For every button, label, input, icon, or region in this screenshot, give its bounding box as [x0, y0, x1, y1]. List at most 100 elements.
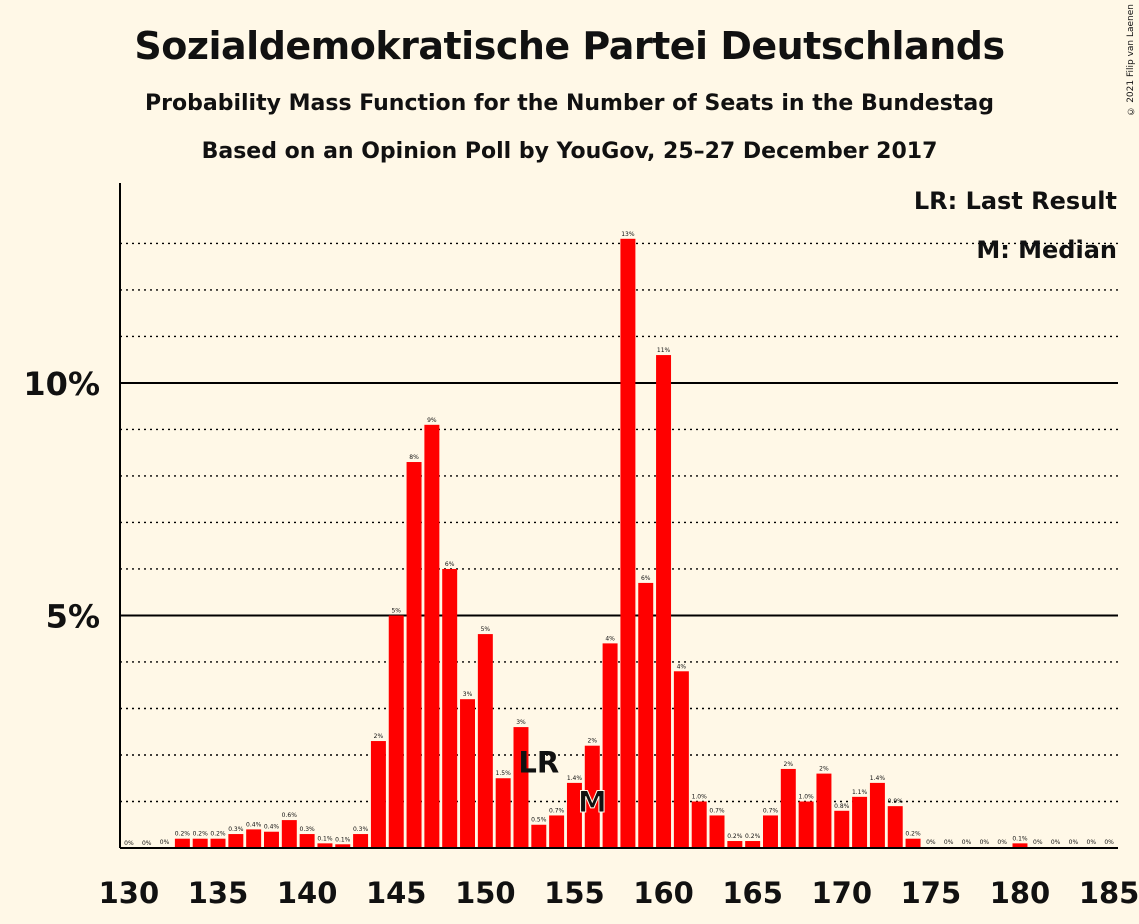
bar	[210, 838, 226, 848]
bar-value-label: 0.6%	[282, 812, 298, 819]
bar	[549, 815, 565, 848]
median-marker: M	[578, 785, 607, 819]
bar	[317, 843, 333, 848]
bar	[477, 634, 493, 848]
bar-value-label: 11%	[657, 347, 671, 354]
bar-value-label: 0.1%	[317, 835, 333, 842]
chart-source-subtitle: Based on an Opinion Poll by YouGov, 25–2…	[201, 139, 938, 164]
last-result-marker: LR	[518, 746, 559, 780]
x-tick-label: 165	[722, 876, 783, 910]
bar	[566, 782, 582, 848]
bar	[602, 643, 618, 848]
bar-value-label: 0.2%	[175, 831, 191, 838]
bar	[584, 745, 600, 848]
x-tick-label: 160	[633, 876, 694, 910]
x-tick-label: 145	[366, 876, 427, 910]
bar-value-label: 0.5%	[531, 817, 547, 824]
bar-value-label: 0.1%	[1012, 835, 1028, 842]
bar-value-label: 0%	[980, 839, 990, 846]
bar-value-label: 0.7%	[549, 807, 565, 814]
bar-value-label: 2%	[588, 738, 598, 745]
bar-value-label: 6%	[641, 575, 651, 582]
bar	[442, 568, 458, 848]
x-tick-label: 150	[455, 876, 516, 910]
bar-value-label: 3%	[463, 691, 473, 698]
bar	[780, 768, 796, 848]
bar-value-label: 0%	[1069, 839, 1079, 846]
bar	[673, 671, 689, 848]
bar-value-label: 3%	[516, 719, 526, 726]
bar-value-label: 0%	[160, 839, 170, 846]
bar	[335, 844, 351, 848]
grid-lines	[120, 242, 1118, 803]
bar-value-label: 1.1%	[852, 789, 868, 796]
x-tick-label: 180	[990, 876, 1051, 910]
bar	[852, 796, 868, 848]
bar-value-label: 1.0%	[692, 793, 708, 800]
chart-subtitle: Probability Mass Function for the Number…	[145, 91, 994, 116]
bar-value-label: 5%	[481, 626, 491, 633]
bar	[370, 741, 386, 848]
bar	[460, 699, 476, 848]
x-tick-label: 155	[544, 876, 605, 910]
bar-value-label: 0.9%	[888, 798, 904, 805]
bar	[709, 815, 725, 848]
bar-value-label: 2%	[374, 733, 384, 740]
bar	[869, 782, 885, 848]
bar-value-label: 4%	[605, 635, 615, 642]
bar-value-label: 1.5%	[496, 770, 512, 777]
bar-value-label: 0.2%	[727, 833, 743, 840]
bar	[638, 582, 654, 848]
bar-value-label: 0.3%	[353, 826, 369, 833]
x-tick-label: 140	[277, 876, 338, 910]
chart-title: Sozialdemokratische Partei Deutschlands	[134, 24, 1005, 68]
bar-value-label: 0.7%	[709, 807, 725, 814]
bar	[281, 820, 297, 848]
bar	[495, 778, 511, 848]
bar-value-label: 0.8%	[834, 803, 850, 810]
bar-value-label: 1.4%	[567, 775, 583, 782]
bar-value-label: 0%	[997, 839, 1007, 846]
bar	[513, 727, 529, 848]
bar-value-label: 0%	[142, 840, 152, 847]
bar-value-label: 0%	[1104, 839, 1114, 846]
bar	[905, 838, 921, 848]
bar-value-label: 0.2%	[905, 831, 921, 838]
bar-value-label: 0%	[1051, 839, 1061, 846]
legend-last-result: LR: Last Result	[914, 187, 1117, 215]
bar	[745, 841, 761, 848]
bar-value-label: 0.3%	[228, 826, 244, 833]
bar-value-label: 0.7%	[763, 807, 779, 814]
bar-value-label: 13%	[621, 231, 635, 238]
bar	[887, 806, 903, 848]
bar-value-label: 1.0%	[799, 793, 815, 800]
bar	[656, 355, 672, 848]
bar	[1012, 843, 1028, 848]
bar	[727, 841, 743, 848]
bar-value-label: 1.4%	[870, 775, 886, 782]
bar-value-label: 5%	[391, 607, 401, 614]
markers: LR M	[518, 746, 607, 820]
bar	[228, 834, 244, 848]
bar-value-label: 2%	[784, 761, 794, 768]
x-tick-label: 185	[1079, 876, 1139, 910]
y-tick-label: 5%	[46, 597, 100, 635]
bar-value-label: 0.4%	[264, 824, 280, 831]
bar	[406, 462, 422, 848]
bar	[762, 815, 778, 848]
y-tick-label: 10%	[23, 365, 100, 403]
bar	[299, 834, 315, 848]
bar	[424, 424, 440, 848]
bar-value-label: 0.3%	[300, 826, 316, 833]
x-tick-label: 170	[811, 876, 872, 910]
bar-value-labels: 0% 0% 0%0.2% 0.2% 0.2%0.3%0.4% 0.4%0.6%0.3%0.…	[124, 231, 1114, 847]
legend-median: M: Median	[976, 236, 1117, 264]
bar-value-label: 0%	[944, 839, 954, 846]
x-tick-label: 175	[901, 876, 962, 910]
bar-value-label: 4%	[677, 663, 687, 670]
axes: 130 135 140 145 150 155 160 165 170 175 180 185 5% 10…	[23, 183, 1139, 910]
bar-value-label: 0%	[962, 839, 972, 846]
bar	[263, 831, 279, 848]
bar-value-label: 0.1%	[335, 836, 351, 843]
